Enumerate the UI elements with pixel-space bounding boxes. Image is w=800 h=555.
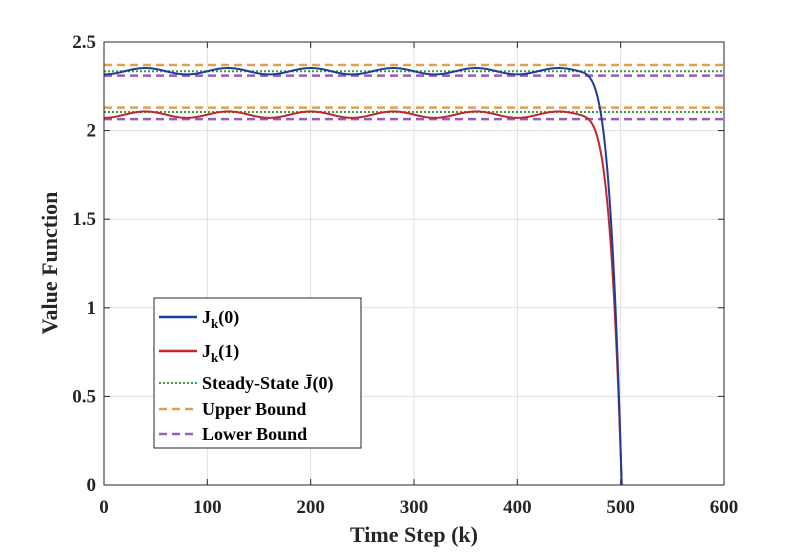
legend-label-jk1-sub: k: [211, 350, 219, 365]
jk1-line: [103, 110, 623, 486]
legend-label-jk1-tail: (1): [218, 341, 239, 362]
legend-label-jk1-main: J: [202, 341, 211, 361]
legend-label-upper-bound: Upper Bound: [202, 399, 306, 419]
y-tick-label: 2.5: [72, 32, 96, 53]
legend-label-jk0-main: J: [202, 307, 211, 327]
x-axis-label: Time Step (k): [350, 522, 478, 547]
x-tick-label: 400: [503, 497, 532, 518]
jk0-line: [103, 67, 623, 486]
y-tick-label: 2: [87, 121, 97, 142]
y-tick-label: 1: [87, 298, 97, 319]
x-tick-label: 100: [193, 497, 222, 518]
legend-label-jk0-sub: k: [211, 316, 219, 331]
x-tick-label: 600: [710, 497, 739, 518]
legend-label-jk0-tail: (0): [218, 307, 239, 328]
legend-label-jk0: Jk(0): [202, 307, 239, 331]
legend-box: [153, 297, 362, 449]
axis-ticks: 0 100 200 300 400 500 600 0 0.5 1 1.5 2 2.5: [72, 32, 738, 518]
legend-label-lower-bound: Lower Bound: [202, 424, 307, 444]
y-tick-label: 0: [87, 475, 97, 496]
y-tick-label: 1.5: [72, 209, 96, 230]
x-tick-label: 200: [296, 497, 325, 518]
x-tick-label: 500: [606, 497, 635, 518]
y-axis-label: Value Function: [37, 192, 62, 335]
x-tick-label: 300: [400, 497, 429, 518]
legend: Jk(0) Jk(1) Steady-State J̄(0) Upper Bou…: [153, 297, 362, 449]
x-tick-label: 0: [99, 497, 109, 518]
legend-label-steady-state: Steady-State J̄(0): [202, 373, 333, 394]
y-tick-label: 0.5: [72, 386, 96, 407]
legend-label-jk1: Jk(1): [202, 341, 239, 365]
series-layer: [103, 63, 724, 486]
